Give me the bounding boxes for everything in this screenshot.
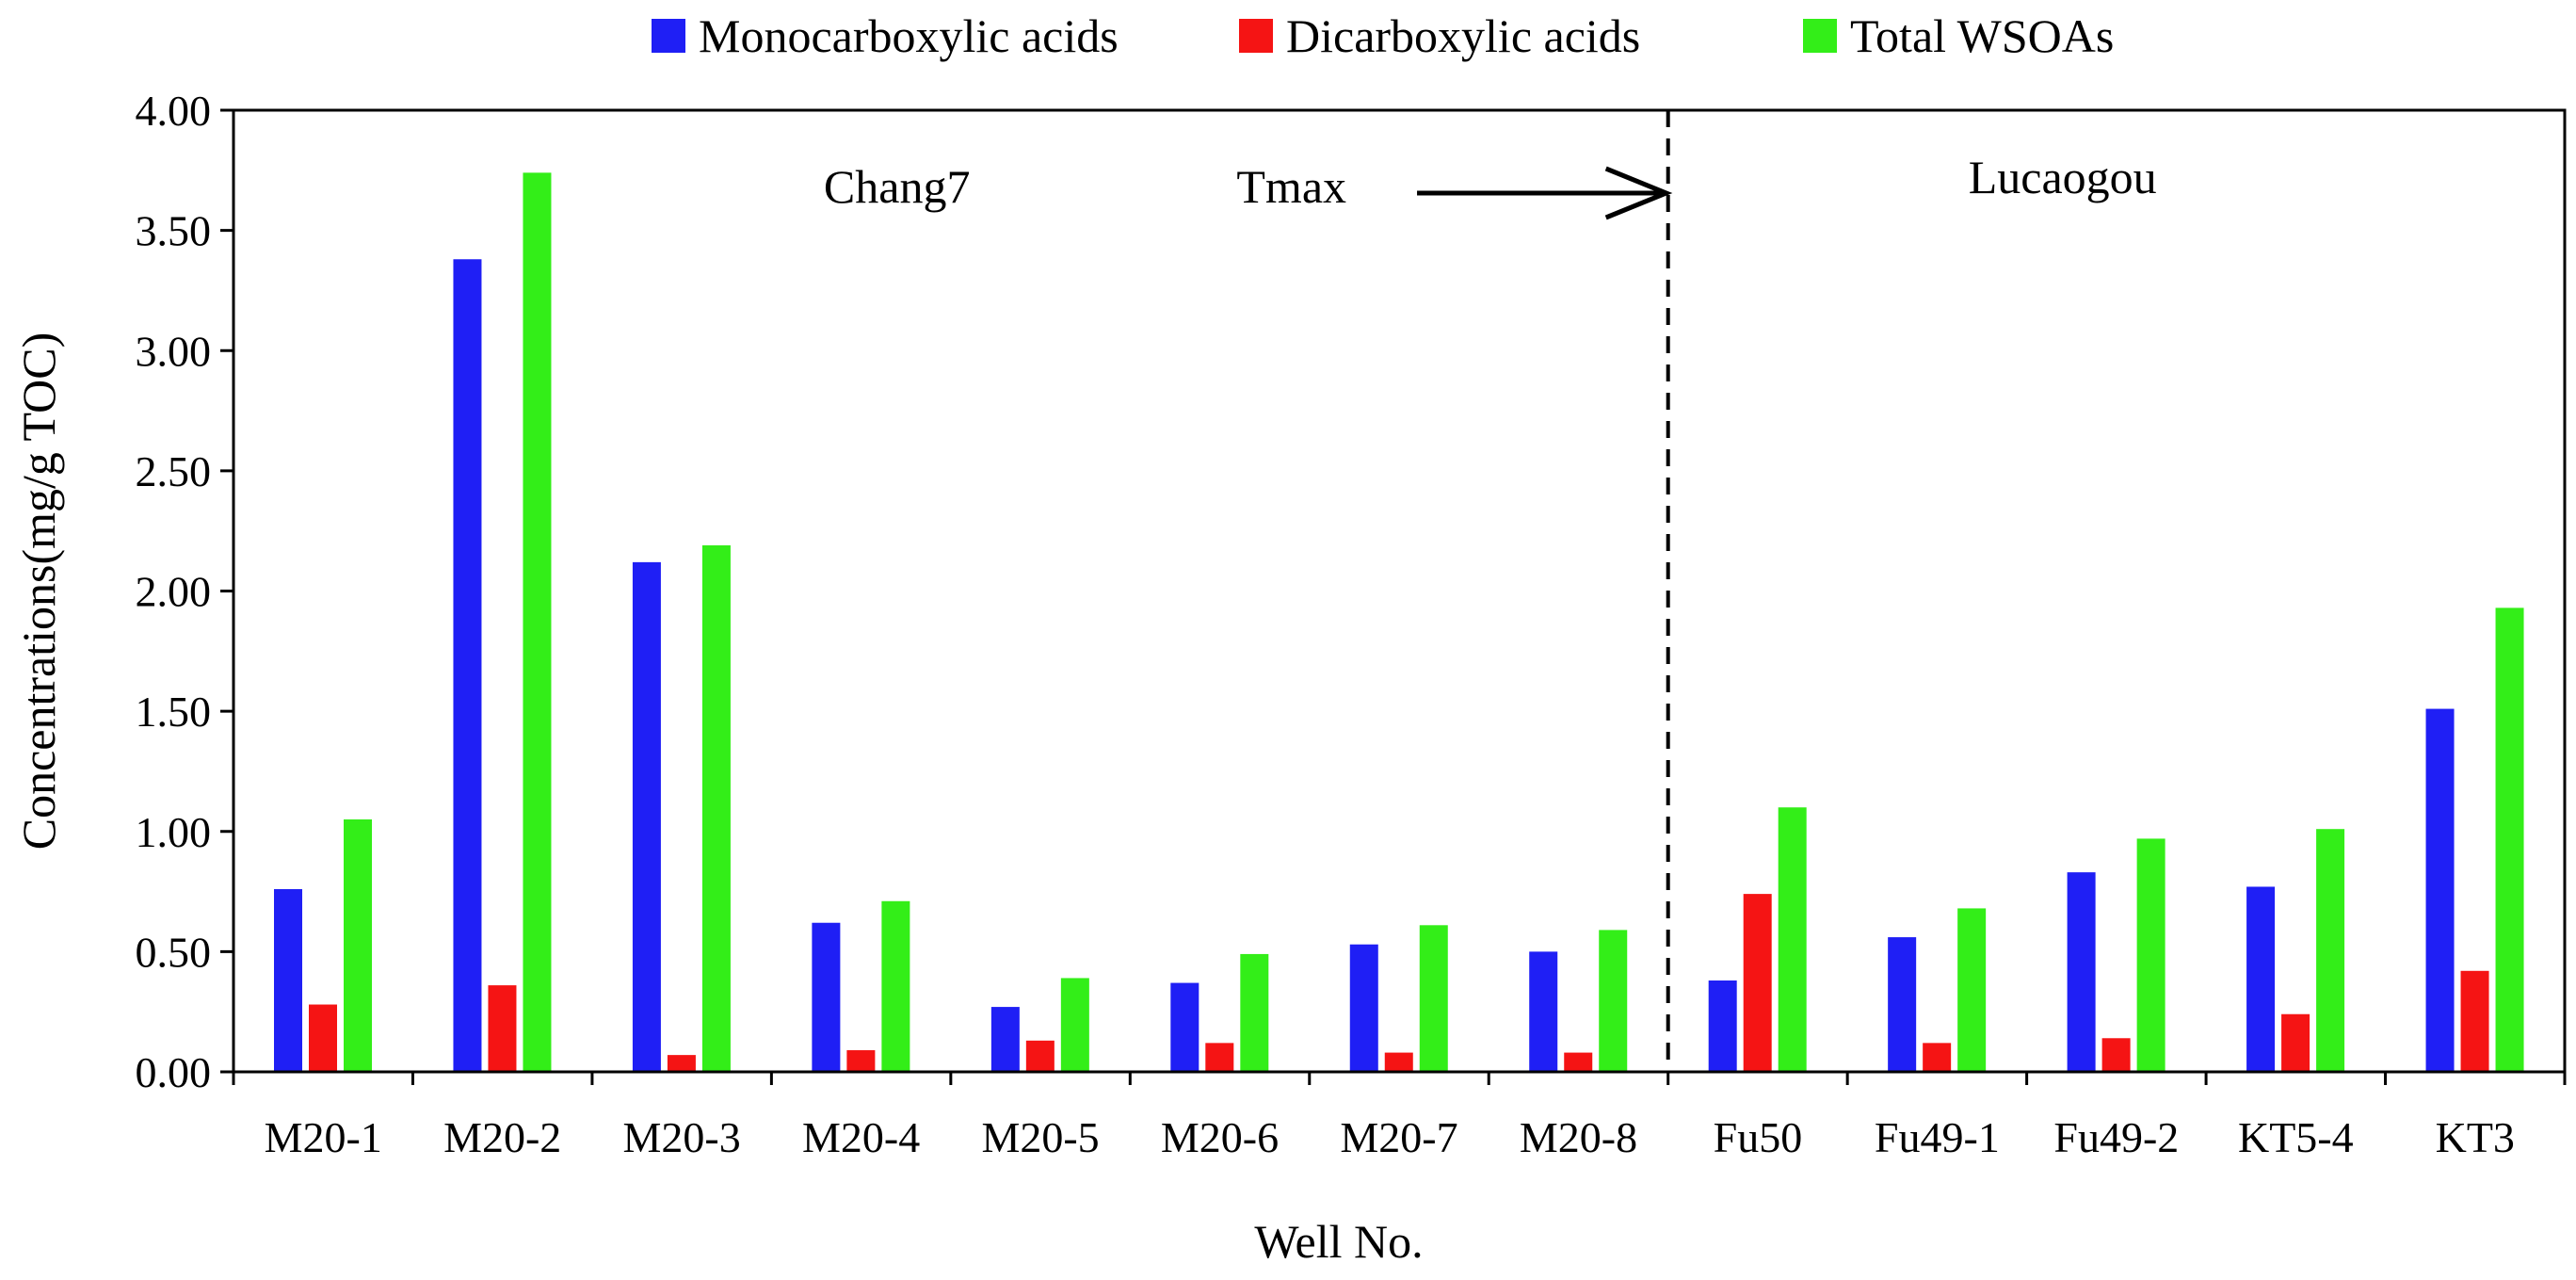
x-tick-label-M20-3: M20-3: [623, 1113, 741, 1161]
legend-label-dicarboxylic-acids: Dicarboxylic acids: [1286, 9, 1640, 62]
bar-M20-8-total-wsoas: [1599, 930, 1628, 1072]
x-axis: M20-1 M20-2 M20-3 M20-4 M20-5 M20-6 M20-7 M20-8…: [232, 1072, 2567, 1161]
bar-M20-5-dicarboxylic-acids: [1025, 1040, 1055, 1072]
legend-label-total-wsoas: Total WSOAs: [1850, 9, 2114, 62]
bar-KT5-4-total-wsoas: [2316, 829, 2345, 1072]
bar-M20-3-total-wsoas: [701, 545, 731, 1072]
bar-Fu49-2-monocarboxylic-acids: [2067, 872, 2096, 1072]
bar-KT3-total-wsoas: [2495, 608, 2524, 1072]
bar-M20-7-monocarboxylic-acids: [1349, 944, 1378, 1072]
bar-Fu50-monocarboxylic-acids: [1708, 980, 1737, 1072]
bar-M20-4-total-wsoas: [881, 900, 910, 1072]
bar-KT3-dicarboxylic-acids: [2460, 970, 2489, 1072]
bar-M20-1-total-wsoas: [344, 818, 372, 1072]
bar-Fu50-total-wsoas: [1778, 807, 1807, 1072]
x-tick-label-M20-1: M20-1: [265, 1113, 382, 1161]
bars: [274, 172, 2524, 1073]
bar-M20-7-total-wsoas: [1419, 925, 1448, 1072]
legend-swatch-monocarboxylic-acids: [652, 19, 685, 53]
tmax-label: Tmax: [1236, 160, 1346, 213]
y-tick-label: 1.00: [136, 808, 212, 856]
y-axis: 0.00 0.50 1.00 1.50 2.00 2.50 3.00 3.50 4.00: [136, 87, 233, 1096]
x-tick-label-KT3: KT3: [2436, 1113, 2515, 1161]
x-tick-label-M20-6: M20-6: [1161, 1113, 1279, 1161]
bar-M20-5-total-wsoas: [1060, 978, 1089, 1072]
x-tick-label-KT5-4: KT5-4: [2238, 1113, 2354, 1161]
plot-frame: [232, 108, 2567, 1074]
bar-M20-6-total-wsoas: [1240, 953, 1269, 1072]
bar-KT3-monocarboxylic-acids: [2425, 708, 2455, 1072]
y-tick-label: 1.50: [136, 688, 212, 736]
x-tick-label-Fu50: Fu50: [1714, 1113, 1803, 1161]
legend-label-monocarboxylic-acids: Monocarboxylic acids: [699, 9, 1119, 62]
x-axis-title: Well No.: [1254, 1215, 1423, 1268]
tmax-arrow: [1417, 166, 1673, 220]
y-tick-label: 0.00: [136, 1048, 212, 1096]
x-tick-label-M20-5: M20-5: [981, 1113, 1099, 1161]
bar-M20-2-dicarboxylic-acids: [488, 985, 517, 1072]
bar-M20-3-monocarboxylic-acids: [632, 561, 661, 1072]
bar-M20-1-monocarboxylic-acids: [274, 889, 302, 1072]
x-tick-label-M20-7: M20-7: [1340, 1113, 1457, 1161]
x-tick-label-M20-2: M20-2: [443, 1113, 561, 1161]
y-tick-label: 0.50: [136, 928, 212, 976]
y-tick-label: 4.00: [136, 87, 212, 135]
bar-KT5-4-monocarboxylic-acids: [2246, 886, 2276, 1072]
group-label-chang7: Chang7: [824, 160, 971, 213]
bar-Fu49-1-dicarboxylic-acids: [1923, 1043, 1952, 1072]
legend-swatch-dicarboxylic-acids: [1239, 19, 1273, 53]
bar-M20-7-dicarboxylic-acids: [1384, 1052, 1413, 1072]
bar-M20-8-dicarboxylic-acids: [1564, 1052, 1593, 1072]
y-tick-label: 3.00: [136, 327, 212, 375]
plot-area: 0.00 0.50 1.00 1.50 2.00 2.50 3.00 3.50 4.00 M20…: [136, 87, 2567, 1161]
bar-M20-2-total-wsoas: [523, 172, 552, 1073]
legend-swatch-total-wsoas: [1803, 19, 1837, 53]
x-tick-label-Fu49-1: Fu49-1: [1875, 1113, 2000, 1161]
legend: Monocarboxylic acids Dicarboxylic acids To…: [652, 9, 2114, 62]
bar-M20-8-monocarboxylic-acids: [1529, 951, 1558, 1072]
bar-Fu49-1-monocarboxylic-acids: [1888, 937, 1917, 1072]
bar-Fu49-1-total-wsoas: [1957, 908, 1987, 1072]
bar-M20-6-dicarboxylic-acids: [1205, 1043, 1234, 1072]
group-label-lucaogou: Lucaogou: [1969, 151, 2157, 203]
bar-M20-4-monocarboxylic-acids: [812, 922, 841, 1072]
bar-Fu50-dicarboxylic-acids: [1743, 894, 1772, 1072]
bar-Fu49-2-dicarboxylic-acids: [2101, 1038, 2131, 1072]
bar-M20-1-dicarboxylic-acids: [309, 1004, 337, 1072]
y-axis-title: Concentrations(mg/g TOC): [12, 332, 65, 851]
y-tick-label: 3.50: [136, 207, 212, 255]
x-tick-label-M20-4: M20-4: [802, 1113, 920, 1161]
bar-M20-5-monocarboxylic-acids: [990, 1007, 1020, 1072]
bar-M20-4-dicarboxylic-acids: [846, 1050, 876, 1072]
x-tick-label-Fu49-2: Fu49-2: [2053, 1113, 2179, 1161]
y-tick-label: 2.50: [136, 447, 212, 495]
bar-M20-2-monocarboxylic-acids: [453, 259, 482, 1072]
y-tick-label: 2.00: [136, 568, 212, 616]
bar-KT5-4-dicarboxylic-acids: [2281, 1013, 2310, 1072]
bar-M20-3-dicarboxylic-acids: [667, 1055, 696, 1072]
x-tick-label-M20-8: M20-8: [1520, 1113, 1637, 1161]
arrow-head: [1604, 166, 1673, 220]
bar-Fu49-2-total-wsoas: [2136, 838, 2165, 1072]
bar-M20-6-monocarboxylic-acids: [1170, 982, 1199, 1072]
